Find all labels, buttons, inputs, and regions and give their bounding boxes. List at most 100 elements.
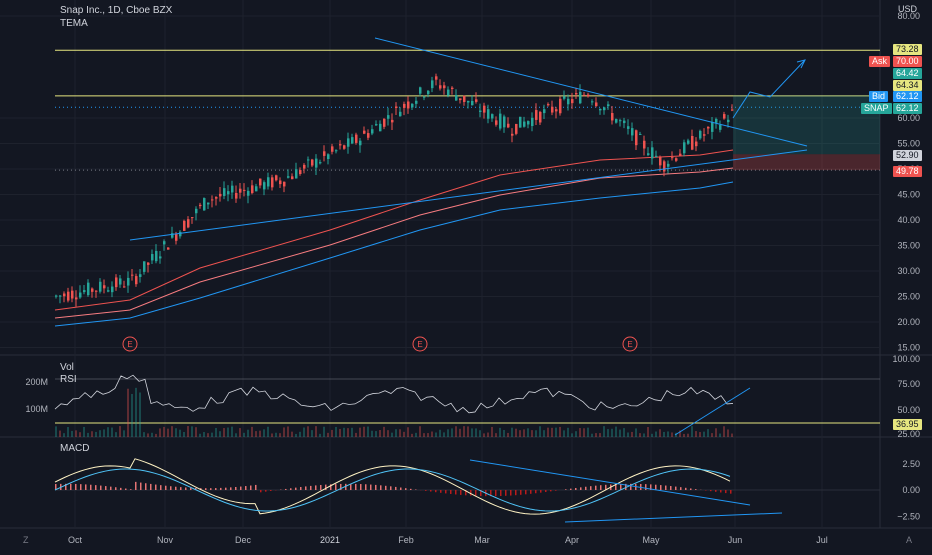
- volume-bar: [363, 427, 365, 437]
- volume-bar: [279, 433, 281, 437]
- candle-body: [95, 291, 98, 292]
- volume-bar: [251, 427, 253, 437]
- candle-body: [491, 114, 494, 118]
- macd-histogram-bar: [430, 490, 432, 492]
- macd-label[interactable]: MACD: [60, 443, 89, 454]
- price-tick-label: 20.00: [897, 317, 920, 327]
- auto-scale-icon[interactable]: A: [906, 535, 912, 545]
- vol-label[interactable]: Vol: [60, 362, 74, 373]
- volume-bar: [511, 428, 513, 437]
- price-tick-label: 30.00: [897, 266, 920, 276]
- macd-histogram-bar: [690, 488, 692, 490]
- earnings-marker-label: E: [417, 340, 422, 349]
- volume-bar: [399, 429, 401, 437]
- volume-bar: [635, 428, 637, 437]
- macd-histogram-bar: [505, 490, 507, 496]
- macd-histogram-bar: [110, 487, 112, 490]
- volume-bar: [323, 427, 325, 437]
- candle-body: [259, 179, 262, 186]
- candle-body: [511, 134, 514, 136]
- candle-body: [603, 107, 606, 110]
- candle-body: [335, 150, 338, 151]
- volume-bar: [303, 428, 305, 437]
- volume-bar: [587, 428, 589, 437]
- candle-body: [283, 182, 286, 187]
- volume-bar: [387, 430, 389, 437]
- zoom-icon[interactable]: Z: [23, 535, 29, 545]
- time-tick-label: Jun: [728, 535, 743, 545]
- candle-body: [687, 140, 690, 143]
- candle-body: [91, 289, 94, 292]
- candle-body: [227, 191, 230, 194]
- macd-histogram-bar: [270, 490, 272, 491]
- volume-bar: [667, 431, 669, 437]
- time-tick-label: Feb: [398, 535, 414, 545]
- macd-histogram-bar: [475, 490, 477, 496]
- candle-body: [179, 232, 182, 236]
- candle-body: [391, 120, 394, 123]
- candle-body: [411, 104, 414, 108]
- macd-tick-label: 2.50: [902, 459, 920, 469]
- candle-body: [655, 156, 658, 157]
- volume-bar: [583, 428, 585, 437]
- candle-body: [183, 221, 186, 231]
- volume-bar: [183, 432, 185, 437]
- candle-body: [75, 297, 78, 299]
- price-tick-label: 25.00: [897, 292, 920, 302]
- volume-bar: [287, 426, 289, 437]
- candle-body: [555, 109, 558, 111]
- candle-body: [159, 256, 162, 258]
- candle-body: [443, 85, 446, 88]
- volume-bar: [503, 430, 505, 437]
- candle-body: [507, 124, 510, 128]
- candle-body: [395, 106, 398, 107]
- volume-bar: [339, 429, 341, 437]
- macd-histogram-bar: [570, 489, 572, 490]
- candle-body: [243, 190, 246, 191]
- macd-histogram-bar: [225, 488, 227, 490]
- macd-histogram-bar: [210, 488, 212, 490]
- macd-histogram-bar: [400, 488, 402, 490]
- volume-bar: [83, 427, 85, 437]
- candle-body: [71, 291, 74, 299]
- macd-histogram-bar: [525, 490, 527, 494]
- candle-body: [479, 111, 482, 112]
- volume-bar: [603, 426, 605, 437]
- volume-bar: [607, 429, 609, 437]
- candle-body: [515, 124, 518, 134]
- rsi-label[interactable]: RSI: [60, 374, 77, 385]
- candle-body: [63, 294, 66, 297]
- volume-bar: [403, 432, 405, 437]
- volume-bar: [155, 434, 157, 437]
- volume-bar: [111, 428, 113, 437]
- volume-bar: [239, 428, 241, 437]
- volume-bar: [163, 427, 165, 437]
- macd-histogram-bar: [285, 489, 287, 490]
- macd-histogram-bar: [305, 486, 307, 490]
- macd-histogram-bar: [215, 488, 217, 490]
- macd-histogram-bar: [460, 490, 462, 495]
- macd-histogram-bar: [320, 485, 322, 490]
- candle-body: [567, 99, 570, 104]
- volume-bar: [447, 429, 449, 437]
- volume-bar: [371, 431, 373, 437]
- price-tick-label: 40.00: [897, 215, 920, 225]
- macd-histogram-bar: [390, 486, 392, 490]
- candle-body: [195, 209, 198, 213]
- time-tick-label: Dec: [235, 535, 252, 545]
- macd-histogram-bar: [425, 490, 427, 491]
- macd-histogram-bar: [715, 490, 717, 492]
- indicator-label[interactable]: TEMA: [60, 18, 88, 29]
- candle-body: [711, 122, 714, 132]
- volume-bar: [71, 431, 73, 437]
- macd-histogram-bar: [105, 486, 107, 490]
- candle-body: [675, 158, 678, 161]
- candle-body: [623, 121, 626, 123]
- candle-body: [651, 147, 654, 158]
- symbol-title[interactable]: Snap Inc., 1D, Cboe BZX: [60, 5, 172, 16]
- volume-bar: [219, 431, 221, 437]
- macd-histogram-bar: [230, 487, 232, 490]
- volume-bar: [407, 427, 409, 437]
- candle-body: [235, 193, 238, 199]
